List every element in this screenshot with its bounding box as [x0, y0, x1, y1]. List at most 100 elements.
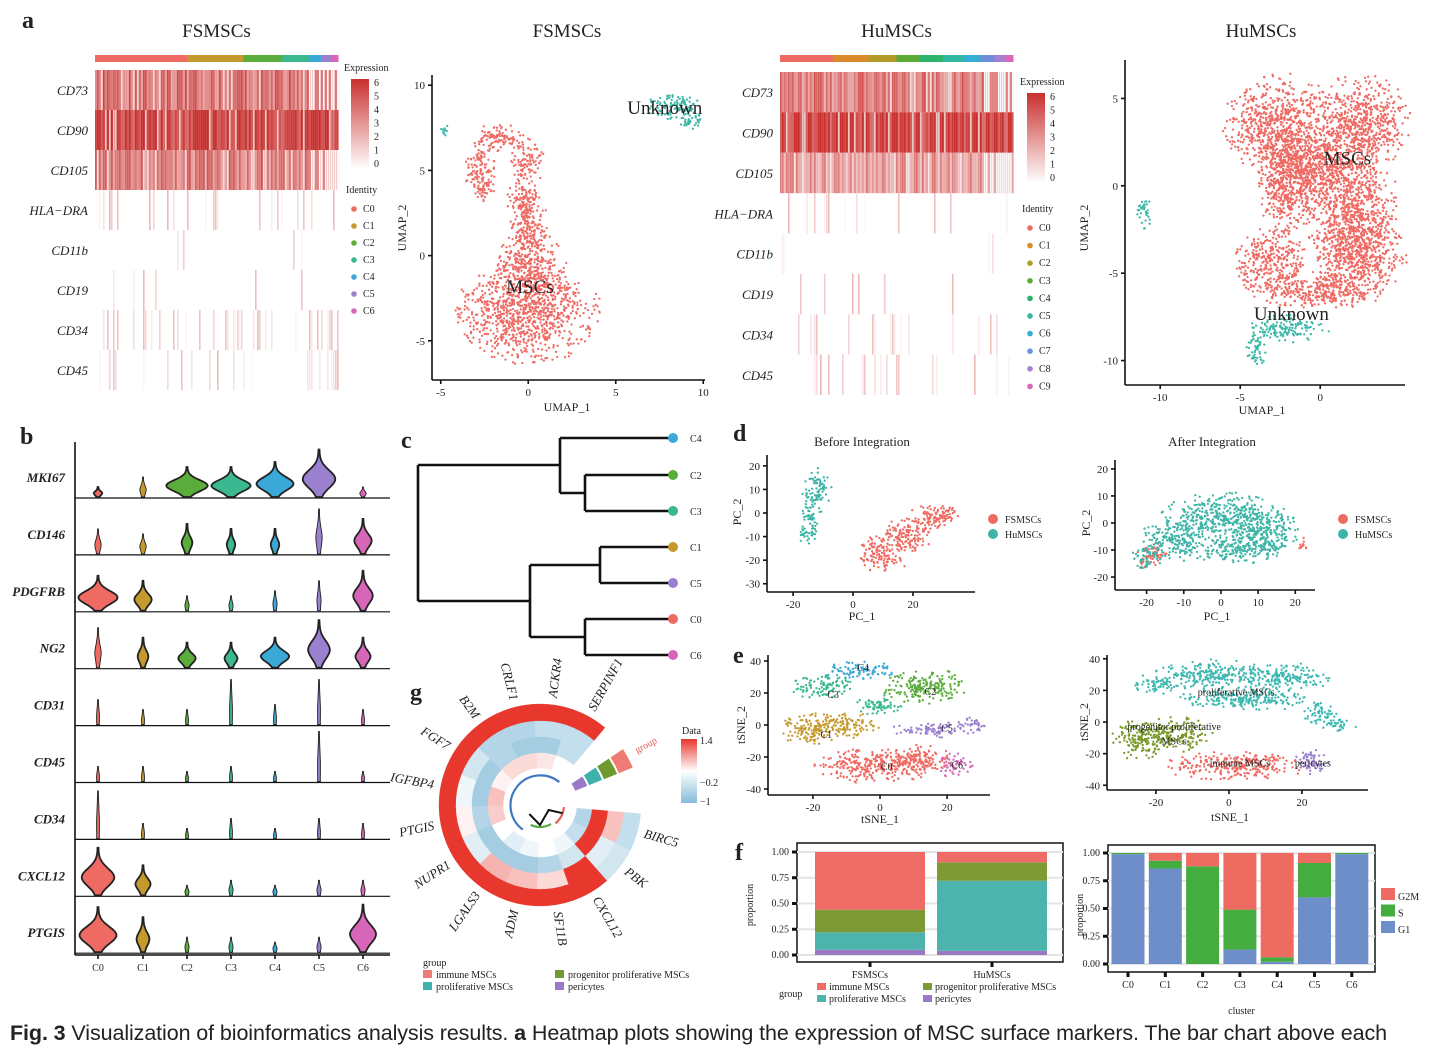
data-point [514, 309, 517, 313]
data-point [1284, 131, 1288, 134]
legend-dot [351, 206, 357, 212]
data-point [529, 284, 533, 288]
data-point [593, 308, 596, 311]
data-point [545, 314, 549, 317]
data-point [510, 302, 513, 305]
data-point [663, 106, 666, 110]
heatmap-cell [866, 112, 868, 153]
heatmap-cell [952, 112, 954, 153]
data-point [1385, 107, 1388, 110]
data-point [470, 163, 473, 166]
data-point [479, 172, 482, 175]
heatmap-cell [878, 72, 880, 113]
data-point [491, 146, 494, 149]
heatmap-cell [215, 110, 217, 150]
data-point [1399, 106, 1402, 110]
heatmap-cell [850, 112, 852, 153]
data-point [533, 261, 536, 264]
heatmap-cell [848, 72, 850, 113]
heatmap-cell [936, 354, 938, 395]
data-point [1363, 110, 1366, 114]
data-point [1321, 181, 1324, 184]
x-tick-label: -5 [436, 387, 446, 399]
data-point [487, 184, 490, 188]
heatmap-cell [858, 273, 860, 315]
data-point [1242, 138, 1246, 141]
heatmap-cell [199, 310, 201, 350]
heatmap-cell [798, 112, 800, 153]
data-point [1346, 184, 1350, 188]
data-point [500, 245, 504, 248]
data-point [540, 348, 544, 351]
heatmap-cell [854, 112, 856, 153]
heatmap-cell [900, 72, 902, 113]
heatmap-cell [279, 150, 281, 190]
data-point [1368, 119, 1372, 122]
data-point [1370, 111, 1373, 114]
heatmap-cell [918, 112, 920, 153]
heatmap-cell [131, 70, 133, 110]
data-point [546, 331, 549, 334]
data-point [520, 231, 524, 234]
heatmap-cell [315, 150, 317, 190]
data-point [536, 276, 539, 280]
data-point [480, 177, 484, 180]
data-point [519, 160, 522, 164]
heatmap-cell [205, 150, 207, 190]
heatmap-cell [816, 354, 818, 395]
heatmap-cell [109, 110, 111, 150]
heatmap-cell [996, 72, 998, 113]
data-point [1353, 127, 1356, 130]
data-point [696, 99, 699, 102]
data-point [528, 205, 531, 208]
data-point [1282, 174, 1285, 178]
data-point [516, 144, 519, 148]
data-point [1390, 95, 1393, 99]
data-point [499, 315, 503, 318]
data-point [1230, 143, 1234, 146]
data-point [540, 260, 544, 263]
data-point [502, 264, 505, 268]
data-point [483, 131, 486, 134]
data-point [479, 154, 482, 157]
data-point [1392, 114, 1395, 117]
data-point [1230, 136, 1234, 139]
data-point [546, 296, 550, 299]
heatmap-cell [249, 150, 251, 190]
data-point [1349, 125, 1353, 128]
data-point [529, 288, 533, 292]
data-point [1358, 133, 1361, 137]
heatmap-cell [225, 110, 227, 150]
heatmap-cell [782, 72, 784, 113]
data-point [558, 313, 561, 316]
data-point [1385, 140, 1389, 143]
data-point [552, 346, 555, 349]
data-point [534, 281, 537, 284]
data-point [1379, 109, 1382, 113]
data-point [1261, 116, 1265, 119]
data-point [553, 318, 556, 321]
data-point [542, 235, 546, 239]
heatmap-cell [874, 72, 876, 113]
data-point [531, 193, 534, 196]
data-point [1248, 158, 1252, 161]
data-point [467, 174, 470, 177]
data-point [491, 281, 494, 284]
heatmap-cell [884, 273, 886, 315]
data-point [1312, 158, 1316, 162]
data-point [1292, 144, 1295, 147]
data-point [1289, 159, 1293, 163]
data-point [1251, 109, 1254, 112]
data-point [1371, 147, 1374, 150]
data-point [1357, 105, 1360, 108]
cluster-bar-segment [868, 55, 897, 62]
data-point [509, 288, 512, 291]
data-point [1380, 129, 1384, 132]
data-point [543, 248, 546, 251]
data-point [568, 297, 572, 300]
data-point [465, 318, 468, 321]
heatmap-cell [914, 72, 916, 113]
data-point [503, 137, 506, 141]
data-point [1284, 143, 1287, 146]
data-point [549, 251, 552, 254]
